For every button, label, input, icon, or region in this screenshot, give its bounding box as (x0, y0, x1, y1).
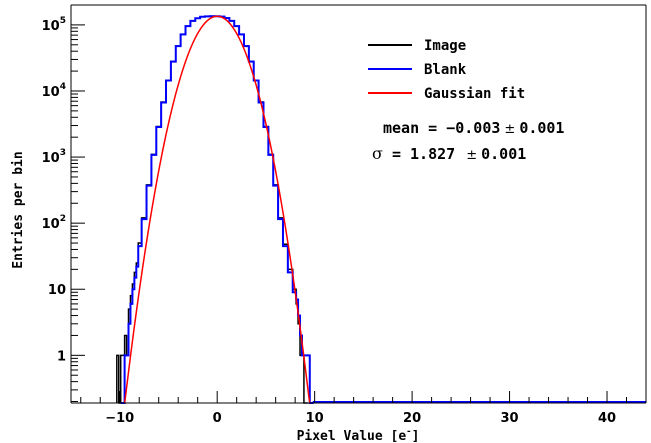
fit-stats: mean = −0.003 ±0.001 σ = 1.827 ±0.001 (372, 119, 564, 163)
legend-label-gaussian-fit: Gaussian fit (424, 86, 525, 102)
stat-sigma-value: = 1.827 (383, 145, 464, 163)
stat-mean-value: −0.003 (446, 119, 500, 137)
x-axis-title-sup: - (406, 427, 411, 437)
x-axis-title: Pixel Value [e-] (297, 427, 420, 443)
legend: Image Blank Gaussian fit (368, 38, 525, 102)
stat-mean-pm: ± (504, 122, 515, 137)
stat-mean: mean = −0.003 ±0.001 (383, 119, 564, 137)
stat-sigma: σ = 1.827 ±0.001 (372, 144, 526, 163)
series-layer (116, 15, 646, 404)
x-tick-label: 0 (213, 411, 222, 426)
stat-mean-label: mean = (383, 119, 446, 137)
stat-sigma-err: 0.001 (481, 145, 526, 163)
x-axis-title-text: Pixel Value [e (297, 429, 407, 443)
legend-label-image: Image (424, 38, 466, 54)
y-tick-label: 102 (42, 214, 66, 232)
x-tick-label: 30 (501, 411, 519, 426)
stat-mean-err: 0.001 (519, 119, 564, 137)
y-tick-label: 103 (42, 148, 66, 166)
x-tick-label: 40 (598, 411, 616, 426)
series-blank-histogram (120, 15, 314, 404)
axes-layer (70, 4, 647, 404)
x-tick-label: −10 (105, 411, 134, 426)
y-tick-label: 105 (42, 16, 66, 34)
y-tick-label: 10 (48, 283, 66, 298)
series-gaussian-fit-curve (123, 15, 311, 404)
series-image-histogram (116, 15, 308, 404)
legend-label-blank: Blank (424, 62, 467, 78)
y-tick-label: 104 (42, 82, 66, 100)
x-tick-label: 20 (403, 411, 421, 426)
x-axis-title-close: ] (412, 429, 420, 443)
stat-sigma-pm: ± (466, 148, 477, 163)
x-tick-label: 10 (306, 411, 324, 426)
ticks-layer: −10 0 10 20 30 40 1 10 102 103 104 105 (42, 4, 647, 426)
y-tick-label: 1 (57, 349, 66, 364)
stat-sigma-symbol: σ (372, 144, 383, 163)
y-axis-title: Entries per bin (11, 151, 26, 268)
